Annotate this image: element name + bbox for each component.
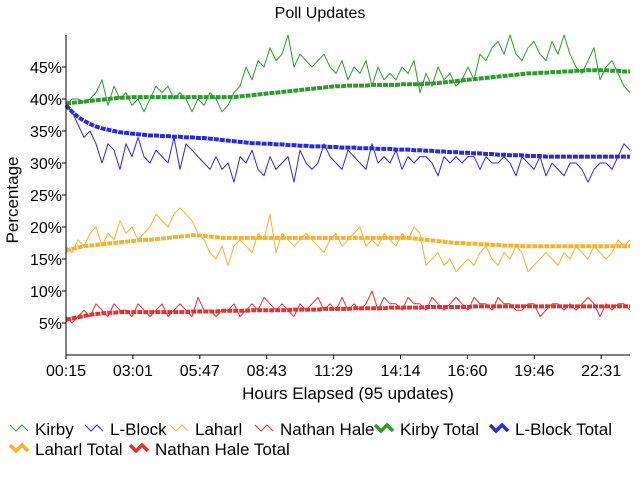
series-line-kirby <box>65 34 631 113</box>
legend-label: Kirby <box>35 420 74 439</box>
x-tick-label: 05:47 <box>180 363 220 380</box>
legend-label: Laharl <box>195 420 242 439</box>
y-tick-label: 15% <box>30 252 62 269</box>
y-tick-label: 30% <box>30 156 62 173</box>
x-tick-label: 08:43 <box>247 363 287 380</box>
x-tick-label: 16:60 <box>447 363 487 380</box>
y-ticks: 5% 10% 15% 20% 25% 30% 35% 40% 45% <box>30 60 66 333</box>
y-tick-label: 5% <box>39 316 62 333</box>
x-axis-title: Hours Elapsed (95 updates) <box>242 384 454 403</box>
legend-label: Laharl Total <box>35 440 123 459</box>
series-line-nathan-hale-total <box>65 304 630 322</box>
y-tick-label: 35% <box>30 124 62 141</box>
x-tick-label: 19:46 <box>514 363 554 380</box>
y-tick-label: 45% <box>30 60 62 77</box>
series-line-l-block-total <box>64 104 630 159</box>
y-tick-label: 10% <box>30 284 62 301</box>
x-tick-label: 22:31 <box>581 363 621 380</box>
legend-swatch-laharl-total <box>8 442 30 454</box>
legend-swatch-nathan-hale <box>254 424 274 432</box>
chart-title: Poll Updates <box>275 5 366 22</box>
legend-label: Kirby Total <box>400 420 479 439</box>
legend-label: L-Block Total <box>515 420 612 439</box>
series-line-kirby-total <box>65 68 630 106</box>
y-axis-title: Percentage <box>3 157 22 244</box>
legend-swatch-kirby-total <box>373 422 395 434</box>
y-tick-label: 40% <box>30 92 62 109</box>
plot-series <box>64 34 631 324</box>
series-line-nathan-hale <box>65 290 631 324</box>
series-line-laharl-total <box>65 233 630 253</box>
x-ticks: 00:15 03:01 05:47 08:43 11:29 14:14 16:60 19:46… <box>46 355 621 380</box>
x-tick-label: 00:15 <box>46 363 86 380</box>
legend: Kirby L-Block Laharl Nathan Hale Kirby Total… <box>8 420 612 459</box>
x-tick-label: 11:29 <box>314 363 353 380</box>
y-tick-label: 25% <box>30 188 62 205</box>
legend-label: Nathan Hale Total <box>155 440 290 459</box>
x-tick-label: 03:01 <box>113 363 153 380</box>
legend-swatch-l-block-total <box>488 422 510 434</box>
y-tick-label: 20% <box>30 220 62 237</box>
series-line-laharl <box>65 207 631 273</box>
legend-swatch-laharl <box>169 424 189 432</box>
legend-label: L-Block <box>110 420 167 439</box>
legend-swatch-l-block <box>84 424 104 432</box>
legend-swatch-kirby <box>9 424 29 432</box>
legend-label: Nathan Hale <box>280 420 375 439</box>
x-tick-label: 14:14 <box>380 363 420 380</box>
series-line-l-block <box>65 105 631 183</box>
legend-swatch-nathan-hale-total <box>128 442 150 454</box>
